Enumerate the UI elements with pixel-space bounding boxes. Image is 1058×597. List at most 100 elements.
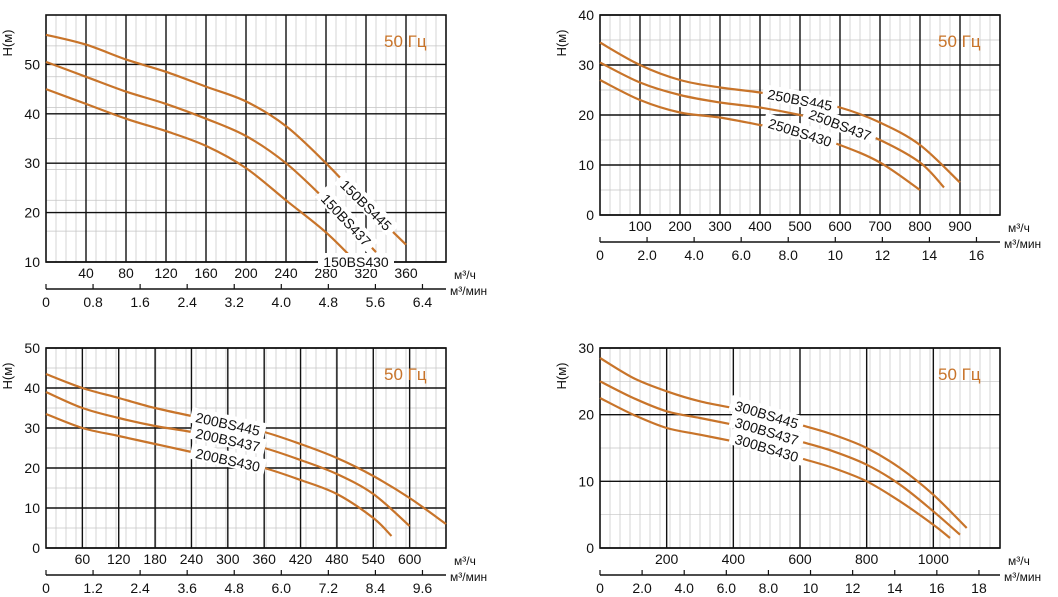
x2-tick-label: 16 bbox=[929, 580, 945, 596]
x-tick-label: 1000 bbox=[918, 551, 949, 567]
x2-tick-label: 14 bbox=[887, 580, 903, 596]
x-tick-label: 60 bbox=[75, 551, 91, 567]
x2-tick-label: 4.0 bbox=[674, 580, 694, 596]
y-tick-label: 50 bbox=[24, 56, 40, 72]
x-tick-label: 200 bbox=[668, 218, 692, 234]
x2-tick-label: 8.0 bbox=[759, 580, 779, 596]
y-axis-label: H(м) bbox=[0, 363, 15, 390]
x2-tick-label: 3.6 bbox=[177, 580, 197, 596]
x2-tick-label: 10 bbox=[803, 580, 819, 596]
x2-tick-label: 4.8 bbox=[319, 294, 339, 310]
y-tick-label: 50 bbox=[24, 340, 40, 356]
x-tick-label: 500 bbox=[788, 218, 812, 234]
x2-tick-label: 4.0 bbox=[272, 294, 292, 310]
x2-tick-label: 5.6 bbox=[366, 294, 386, 310]
y-tick-label: 40 bbox=[24, 106, 40, 122]
x2-tick-label: 2.0 bbox=[637, 247, 657, 263]
y-tick-label: 30 bbox=[24, 420, 40, 436]
y-axis-label: H(м) bbox=[0, 30, 15, 57]
y-tick-label: 20 bbox=[578, 107, 594, 123]
x-tick-label: 360 bbox=[253, 551, 277, 567]
x2-tick-label: 6.0 bbox=[717, 580, 737, 596]
y-tick-label: 20 bbox=[24, 460, 40, 476]
chart-panel-4: 0 10 20 30 H(м) 200 400 600 800 1000 м³/ч 0 2.0 4.0 6.… bbox=[554, 340, 1041, 596]
x2-tick-label: 6.4 bbox=[413, 294, 433, 310]
x-tick-label: 360 bbox=[394, 265, 418, 281]
x2-tick-label: 6.0 bbox=[731, 247, 751, 263]
series-label-bg bbox=[189, 443, 267, 476]
x-tick-label: 40 bbox=[78, 265, 94, 281]
frequency-label: 50 Гц bbox=[938, 32, 981, 51]
x-unit-label: м³/ч bbox=[1008, 554, 1030, 568]
x2-tick-label: 4.8 bbox=[225, 580, 245, 596]
x-tick-label: 700 bbox=[868, 218, 892, 234]
x2-tick-label: 8.4 bbox=[366, 580, 386, 596]
series-label-bg bbox=[761, 84, 840, 114]
x-tick-label: 200 bbox=[234, 265, 258, 281]
series-label-bg bbox=[728, 428, 806, 466]
x2-tick-label: 2.4 bbox=[177, 294, 197, 310]
x-tick-label: 240 bbox=[274, 265, 298, 281]
x2-tick-label: 12 bbox=[875, 247, 891, 263]
x-tick-label: 600 bbox=[828, 218, 852, 234]
x-tick-label: 300 bbox=[216, 551, 240, 567]
x2-unit-label: м³/мин bbox=[1004, 570, 1041, 584]
y-tick-label: 30 bbox=[578, 57, 594, 73]
x2-tick-label: 0 bbox=[596, 247, 604, 263]
y-tick-label: 0 bbox=[586, 540, 594, 556]
x2-tick-label: 1.2 bbox=[83, 580, 103, 596]
plot-frame bbox=[599, 347, 1001, 549]
x-tick-label: 480 bbox=[325, 551, 349, 567]
x2-tick-label: 8.0 bbox=[779, 247, 799, 263]
x-tick-label: 200 bbox=[655, 551, 679, 567]
x-tick-label: 240 bbox=[180, 551, 204, 567]
x-tick-label: 180 bbox=[143, 551, 167, 567]
x2-unit-label: м³/мин bbox=[1004, 237, 1041, 251]
x2-tick-label: 4.0 bbox=[684, 247, 704, 263]
y-tick-label: 10 bbox=[24, 254, 40, 270]
frequency-label: 50 Гц bbox=[938, 365, 981, 384]
x2-tick-label: 0.8 bbox=[83, 294, 103, 310]
frequency-label: 50 Гц bbox=[384, 365, 427, 384]
series-curve-150BS430 bbox=[45, 88, 357, 263]
x2-tick-label: 14 bbox=[922, 247, 938, 263]
x2-tick-label: 2.0 bbox=[632, 580, 652, 596]
x-tick-label: 800 bbox=[908, 218, 932, 234]
x-tick-label: 420 bbox=[289, 551, 313, 567]
y-tick-label: 10 bbox=[578, 157, 594, 173]
series-label-bg bbox=[728, 395, 806, 433]
series-label-bg bbox=[189, 423, 267, 456]
y-tick-label: 10 bbox=[24, 500, 40, 516]
plot-frame bbox=[599, 14, 1001, 216]
y-tick-label: 30 bbox=[24, 155, 40, 171]
x-tick-label: 120 bbox=[154, 265, 178, 281]
x2-unit-label: м³/мин bbox=[450, 570, 487, 584]
x-tick-label: 600 bbox=[398, 551, 422, 567]
x2-tick-label: 0 bbox=[42, 294, 50, 310]
y-tick-label: 40 bbox=[24, 380, 40, 396]
x-tick-label: 160 bbox=[194, 265, 218, 281]
x-tick-label: 100 bbox=[628, 218, 652, 234]
x-unit-label: м³/ч bbox=[1008, 221, 1030, 235]
x-tick-label: 300 bbox=[708, 218, 732, 234]
x2-unit-label: м³/мин bbox=[450, 284, 487, 298]
x-tick-label: 400 bbox=[748, 218, 772, 234]
x2-tick-label: 2.4 bbox=[130, 580, 150, 596]
plot-frame bbox=[45, 14, 447, 263]
x-tick-label: 80 bbox=[118, 265, 134, 281]
y-axis-label: H(м) bbox=[554, 30, 569, 57]
x-tick-label: 900 bbox=[948, 218, 972, 234]
series-curve-250BS437 bbox=[599, 61, 945, 189]
series-label-bg bbox=[318, 253, 394, 269]
x-tick-label: 400 bbox=[722, 551, 746, 567]
x-unit-label: м³/ч bbox=[454, 554, 476, 568]
series-curve-250BS430 bbox=[599, 79, 921, 191]
x-tick-label: 120 bbox=[107, 551, 131, 567]
plot-frame bbox=[45, 347, 447, 549]
y-tick-label: 20 bbox=[578, 407, 594, 423]
x-tick-label: 600 bbox=[788, 551, 812, 567]
